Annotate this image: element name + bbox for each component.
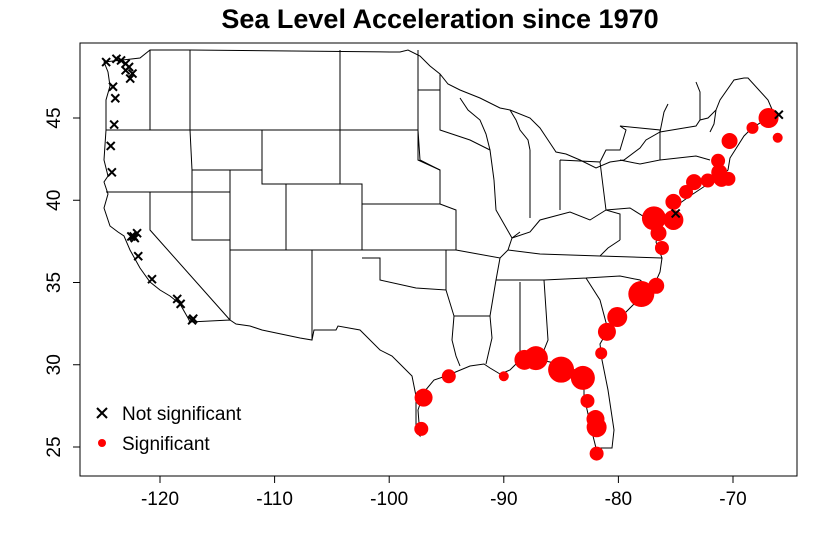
not-significant-point (120, 65, 131, 76)
y-tick-label: 45 (44, 107, 65, 128)
legend-item-significant: Significant (98, 434, 210, 455)
significant-point (700, 173, 715, 188)
not-significant-point (108, 82, 118, 92)
not-significant-point (125, 73, 135, 84)
significant-point (641, 206, 666, 231)
not-significant-point (127, 68, 138, 79)
y-tick-label: 25 (44, 436, 65, 457)
significant-point (595, 347, 608, 360)
significant-point (665, 193, 682, 210)
significant-point (414, 421, 429, 436)
significant-point (523, 346, 548, 371)
legend-label-not-significant: Not significant (122, 404, 242, 425)
not-significant-points (101, 54, 784, 326)
not-significant-point (130, 233, 140, 243)
significant-point (686, 174, 703, 191)
significant-point (648, 277, 665, 294)
x-marker-icon (96, 407, 108, 419)
significant-points (414, 108, 783, 461)
x-tick-label: -90 (490, 489, 517, 510)
x-tick-label: -80 (605, 489, 632, 510)
not-significant-point (106, 141, 116, 151)
not-significant-point (175, 299, 186, 309)
significant-point (570, 365, 595, 390)
significant-point (721, 133, 738, 150)
not-significant-point (110, 93, 121, 103)
not-significant-point (107, 167, 117, 177)
chart-title: Sea Level Acceleration since 1970 (221, 4, 659, 34)
not-significant-point (670, 208, 681, 219)
significant-point (597, 322, 616, 341)
legend: Not significant Significant (96, 404, 242, 455)
significant-point (580, 393, 595, 408)
not-significant-point (132, 228, 142, 238)
not-significant-point (101, 57, 111, 67)
significant-point (441, 369, 456, 384)
significant-point (711, 153, 726, 168)
significant-point (772, 132, 783, 143)
y-tick-label: 30 (44, 354, 65, 375)
significant-point (414, 388, 433, 407)
significant-point (628, 281, 655, 308)
x-tick-label: -120 (141, 489, 179, 510)
us-states-map (103, 49, 775, 449)
x-tick-label: -70 (719, 489, 746, 510)
y-tick-label: 40 (44, 190, 65, 211)
significant-point (654, 240, 669, 255)
not-significant-point (774, 110, 784, 120)
not-significant-point (133, 251, 143, 261)
significant-point (711, 164, 728, 181)
significant-point (607, 307, 628, 328)
filled-circle-icon (98, 439, 106, 447)
legend-label-significant: Significant (122, 434, 210, 455)
significant-point (746, 121, 759, 134)
y-axis: 25 30 35 40 45 (44, 107, 80, 458)
y-tick-label: 35 (44, 272, 65, 293)
significant-point (548, 356, 575, 383)
not-significant-point (147, 274, 157, 284)
not-significant-point (109, 119, 119, 130)
significant-point (498, 371, 509, 382)
x-tick-label: -110 (256, 489, 293, 510)
x-axis: -120 -110 -100 -90 -80 -70 (141, 476, 747, 510)
significant-point (589, 446, 604, 461)
x-tick-label: -100 (370, 489, 408, 510)
significant-point (663, 209, 684, 230)
plot-frame (79, 42, 798, 477)
not-significant-point (172, 294, 182, 304)
not-significant-point (188, 313, 198, 324)
legend-item-not-significant: Not significant (96, 404, 242, 425)
significant-point (586, 417, 607, 438)
significant-point (758, 108, 779, 128)
